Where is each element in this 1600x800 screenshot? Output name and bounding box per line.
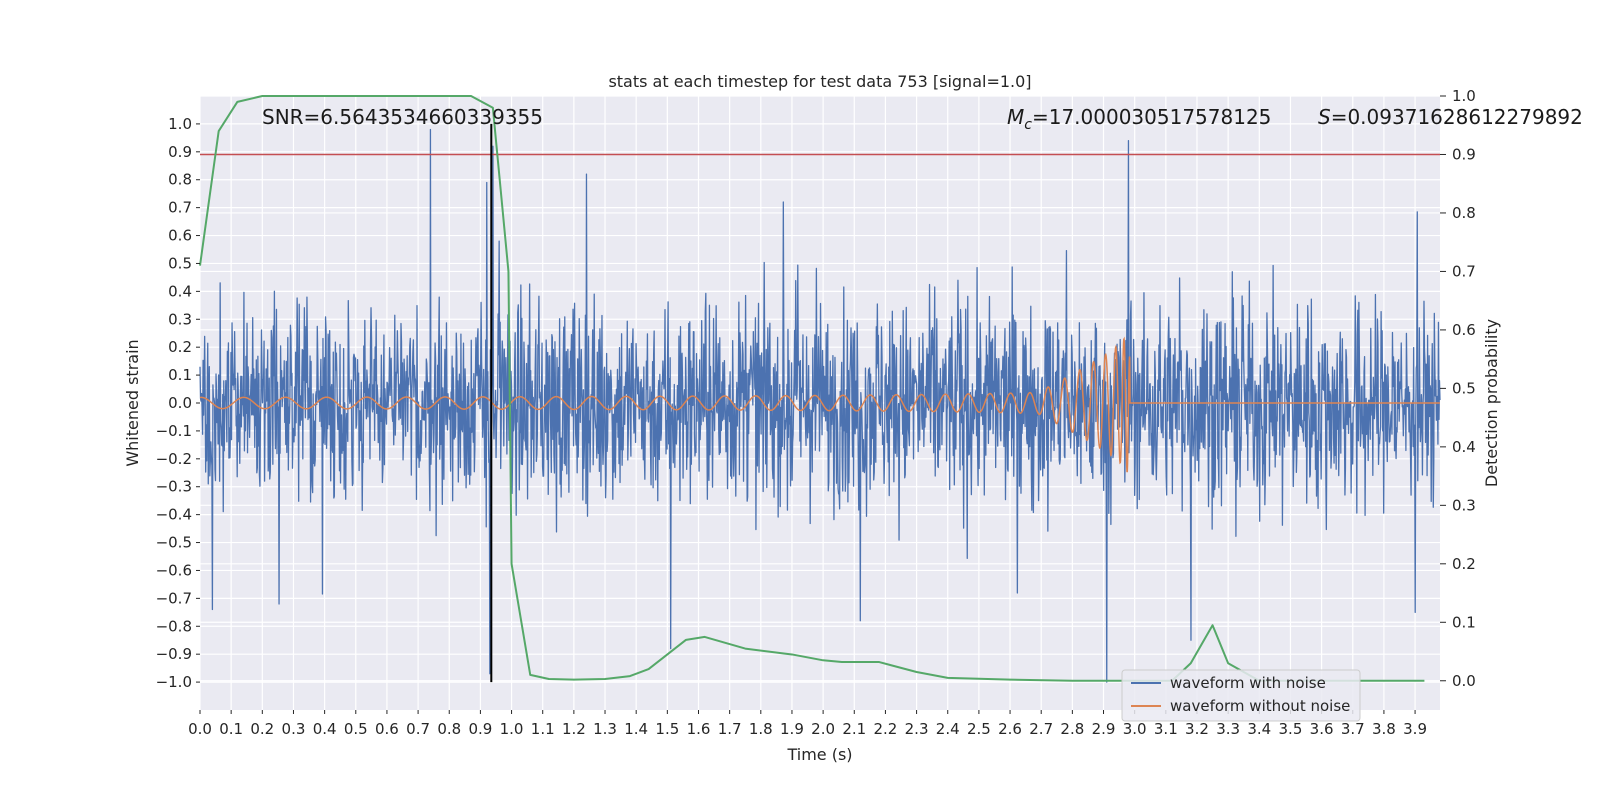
- x-tick-label: 3.7: [1341, 720, 1365, 738]
- y-tick-label: 0.7: [168, 199, 192, 217]
- y-tick-label: −0.1: [156, 422, 192, 440]
- x-tick-label: 1.8: [749, 720, 773, 738]
- x-tick-label: 2.0: [811, 720, 835, 738]
- x-tick-label: 2.2: [873, 720, 897, 738]
- x-tick-label: 2.3: [905, 720, 929, 738]
- x-tick-label: 2.1: [842, 720, 866, 738]
- y2-axis-label: Detection probability: [1482, 319, 1501, 487]
- y-tick-label: −0.4: [156, 506, 192, 524]
- y2-tick-label: 0.6: [1452, 321, 1476, 339]
- x-tick-label: 3.2: [1185, 720, 1209, 738]
- y-tick-label: 0.8: [168, 171, 192, 189]
- s-symbol: S: [1318, 105, 1331, 129]
- x-tick-label: 0.7: [406, 720, 430, 738]
- y-tick-label: 1.0: [168, 115, 192, 133]
- y2-tick-label: 0.9: [1452, 145, 1476, 163]
- y2-tick-label: 0.5: [1452, 379, 1476, 397]
- y-tick-label: −0.3: [156, 478, 192, 496]
- x-tick-label: 2.9: [1092, 720, 1116, 738]
- legend-label-waveform-with-noise: waveform with noise: [1170, 674, 1326, 692]
- x-tick-label: 0.0: [188, 720, 212, 738]
- x-tick-label: 2.5: [967, 720, 991, 738]
- legend-box: [1121, 669, 1361, 722]
- x-tick-label: 0.9: [468, 720, 492, 738]
- series-line-detection-probability: [199, 95, 1425, 682]
- x-tick-label: 3.9: [1403, 720, 1427, 738]
- y2-axis-ticks: 1.0 0.9 0.8 0.7 0.6 0.5 0.4 0.3 0.2 0.1 0.0: [1440, 87, 1476, 690]
- series-waveform-with-noise: [199, 128, 1441, 683]
- x-tick-label: 3.3: [1216, 720, 1240, 738]
- y-tick-label: 0.3: [168, 310, 192, 328]
- x-tick-label: 0.3: [282, 720, 306, 738]
- chart-title: stats at each timestep for test data 753…: [608, 72, 1031, 91]
- y2-tick-label: 0.3: [1452, 496, 1476, 514]
- s-annotation: S=0.09371628612279892: [1318, 105, 1583, 129]
- x-axis-label: Time (s): [786, 745, 852, 764]
- y2-tick-label: 0.2: [1452, 555, 1476, 573]
- y-tick-label: 0.0: [168, 394, 192, 412]
- x-tick-label: 3.5: [1279, 720, 1303, 738]
- y2-tick-label: 0.8: [1452, 204, 1476, 222]
- y2-tick-label: 1.0: [1452, 87, 1476, 105]
- snr-annotation: SNR=6.5643534660339355: [262, 105, 543, 129]
- x-tick-label: 1.5: [655, 720, 679, 738]
- y-tick-label: 0.9: [168, 143, 192, 161]
- x-tick-label: 1.6: [687, 720, 711, 738]
- y-tick-label: −0.5: [156, 534, 192, 552]
- x-tick-label: 2.6: [998, 720, 1022, 738]
- y-tick-label: −1.0: [156, 673, 192, 691]
- chirp-mass-symbol: M: [1007, 105, 1024, 129]
- y-tick-label: 0.4: [168, 282, 192, 300]
- legend: waveform with noise waveform without noi…: [1121, 669, 1361, 722]
- y-tick-label: −0.7: [156, 589, 192, 607]
- x-tick-label: 1.4: [624, 720, 648, 738]
- series-line-waveform-with-noise: [199, 128, 1441, 683]
- x-tick-label: 1.7: [718, 720, 742, 738]
- y-tick-label: 0.2: [168, 338, 192, 356]
- x-tick-label: 2.8: [1060, 720, 1084, 738]
- y-tick-label: −0.9: [156, 645, 192, 663]
- x-tick-label: 1.3: [593, 720, 617, 738]
- y-tick-label: −0.6: [156, 561, 192, 579]
- series-waveform-without-noise: [199, 336, 1440, 473]
- y-axis-label: Whitened strain: [123, 339, 142, 466]
- chirp-mass-subscript: c: [1024, 117, 1032, 133]
- series-line-waveform-without-noise: [199, 336, 1440, 473]
- x-tick-label: 3.1: [1154, 720, 1178, 738]
- x-tick-label: 0.6: [375, 720, 399, 738]
- chirp-mass-annotation: Mc=17.000030517578125: [1007, 105, 1271, 133]
- y-tick-label: −0.2: [156, 450, 192, 468]
- x-tick-label: 1.1: [531, 720, 555, 738]
- overlays: [200, 123, 1440, 683]
- s-value: =0.09371628612279892: [1331, 105, 1583, 129]
- y-tick-label: 0.6: [168, 227, 192, 245]
- x-tick-label: 1.0: [500, 720, 524, 738]
- x-tick-label: 3.0: [1123, 720, 1147, 738]
- y-tick-label: 0.1: [168, 366, 192, 384]
- y-tick-label: −0.8: [156, 617, 192, 635]
- x-tick-label: 1.2: [562, 720, 586, 738]
- y-axis-ticks: 1.0 0.9 0.8 0.7 0.6 0.5 0.4 0.3 0.2 0.1 0.0 −0.1 −0.…: [156, 115, 200, 691]
- y-tick-label: 0.5: [168, 254, 192, 272]
- legend-label-waveform-without-noise: waveform without noise: [1170, 697, 1350, 715]
- x-axis-ticks: 0.0 0.1 0.2 0.3 0.4 0.5 0.6 0.7 0.8 0.9 1.0 1.1 1.2 1…: [188, 710, 1427, 738]
- y2-tick-label: 0.0: [1452, 672, 1476, 690]
- x-tick-label: 0.5: [344, 720, 368, 738]
- y2-tick-label: 0.7: [1452, 262, 1476, 280]
- x-tick-label: 0.8: [437, 720, 461, 738]
- x-tick-label: 3.8: [1372, 720, 1396, 738]
- chirp-mass-value: =17.000030517578125: [1032, 105, 1271, 129]
- x-tick-label: 0.2: [250, 720, 274, 738]
- x-tick-label: 3.4: [1247, 720, 1271, 738]
- x-tick-label: 2.7: [1029, 720, 1053, 738]
- y2-tick-label: 0.1: [1452, 613, 1476, 631]
- y2-tick-label: 0.4: [1452, 438, 1476, 456]
- x-tick-label: 1.9: [780, 720, 804, 738]
- series-detection-probability: [199, 95, 1425, 682]
- x-tick-label: 3.6: [1310, 720, 1334, 738]
- x-tick-label: 0.4: [313, 720, 337, 738]
- x-tick-label: 2.4: [936, 720, 960, 738]
- x-tick-label: 0.1: [219, 720, 243, 738]
